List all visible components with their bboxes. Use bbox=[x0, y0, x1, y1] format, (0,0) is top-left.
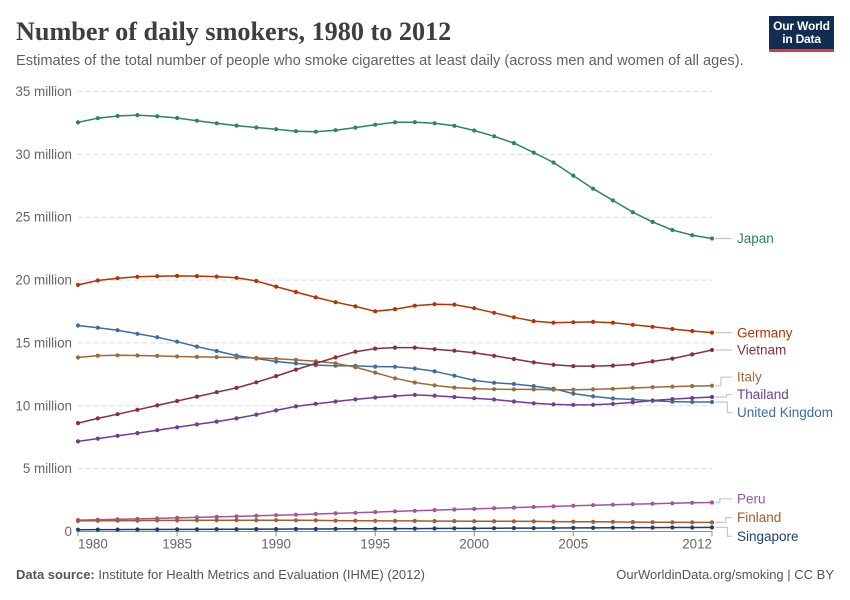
svg-text:Italy: Italy bbox=[737, 370, 762, 385]
svg-text:Finland: Finland bbox=[737, 510, 781, 525]
svg-text:1985: 1985 bbox=[162, 536, 192, 551]
svg-text:Germany: Germany bbox=[737, 325, 793, 340]
svg-text:Thailand: Thailand bbox=[737, 387, 789, 402]
svg-text:20 million: 20 million bbox=[15, 273, 72, 288]
svg-text:25 million: 25 million bbox=[15, 210, 72, 225]
svg-text:1980: 1980 bbox=[78, 536, 108, 551]
svg-text:30 million: 30 million bbox=[15, 147, 72, 162]
svg-text:Singapore: Singapore bbox=[737, 529, 799, 544]
svg-text:10 million: 10 million bbox=[15, 398, 72, 413]
svg-text:2012: 2012 bbox=[682, 536, 712, 551]
svg-text:15 million: 15 million bbox=[15, 335, 72, 350]
svg-text:Japan: Japan bbox=[737, 231, 774, 246]
svg-text:2000: 2000 bbox=[459, 536, 489, 551]
svg-text:Vietnam: Vietnam bbox=[737, 343, 786, 358]
svg-text:5 million: 5 million bbox=[23, 461, 72, 476]
svg-text:1995: 1995 bbox=[360, 536, 390, 551]
svg-text:1990: 1990 bbox=[261, 536, 291, 551]
svg-text:35 million: 35 million bbox=[15, 84, 72, 99]
svg-text:United Kingdom: United Kingdom bbox=[737, 405, 833, 420]
svg-text:0: 0 bbox=[65, 524, 72, 539]
svg-text:Peru: Peru bbox=[737, 491, 766, 506]
svg-text:2005: 2005 bbox=[558, 536, 588, 551]
